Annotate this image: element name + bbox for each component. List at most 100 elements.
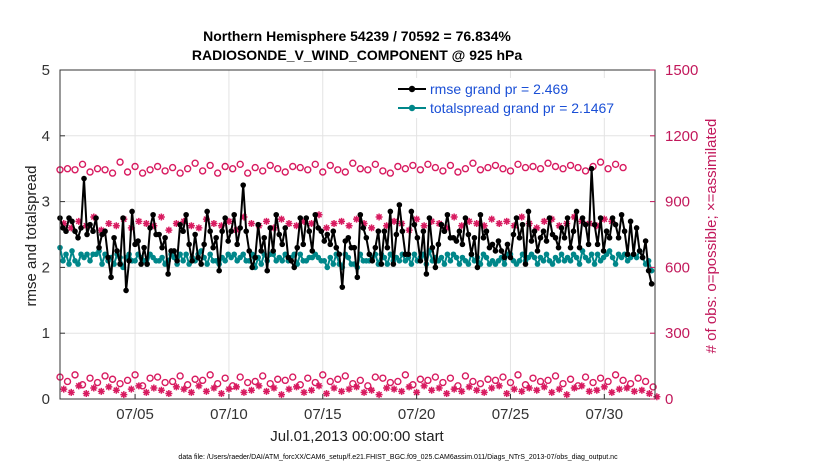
tick-label-right: 1500 (665, 62, 698, 79)
obs-assimilated-point (60, 385, 68, 393)
obs-assimilated-point (495, 382, 503, 390)
obs-assimilated-point (465, 217, 473, 225)
obs-assimilated-point (338, 387, 346, 395)
obs-possible-point (364, 166, 372, 174)
rmse-point (129, 208, 135, 215)
obs-assimilated-point (315, 211, 323, 219)
rmse-point (228, 228, 234, 235)
rmse-point (276, 231, 283, 238)
rmse-point (306, 228, 313, 235)
obs-possible-point (379, 167, 387, 175)
obs-assimilated-point (255, 382, 263, 390)
obs-possible-point (566, 375, 575, 383)
obs-possible-point (454, 168, 462, 176)
footnote: data file: /Users/raeder/DAI/ATM_forcXX/… (178, 454, 618, 461)
rmse-point (582, 221, 589, 228)
obs-assimilated-point (368, 224, 376, 232)
rmse-point (351, 244, 358, 251)
obs-possible-point (191, 159, 199, 167)
obs-possible-point (514, 160, 522, 169)
obs-possible-point (499, 373, 507, 381)
tick-label-left: 2 (42, 259, 50, 276)
obs-assimilated-point (510, 385, 518, 393)
obs-assimilated-point (300, 388, 308, 396)
obs-possible-point (334, 375, 342, 383)
obs-assimilated-point (105, 220, 113, 228)
obs-possible-point (416, 375, 425, 383)
obs-possible-point (386, 378, 395, 387)
rmse-point (102, 228, 108, 235)
obs-assimilated-point (82, 390, 90, 398)
obs-possible-point (574, 163, 582, 172)
rmse-point (207, 228, 213, 235)
rmse-point (213, 234, 219, 241)
rmse-point (126, 258, 132, 264)
rmse-point (138, 261, 144, 267)
spread-point (66, 261, 72, 267)
obs-assimilated-point (210, 220, 218, 228)
rmse-point (105, 254, 111, 261)
axis-ticks: 0 1 2 3 4 5 0 300 600 900 1200 1500 07/05 07/10 07/15 0… (42, 62, 699, 423)
rmse-point (408, 208, 415, 215)
rmse-point (111, 234, 117, 241)
obs-assimilated-point (593, 386, 601, 394)
obs-possible-point (551, 162, 560, 171)
obs-possible-point (131, 371, 139, 379)
rmse-point (318, 228, 325, 235)
obs-possible-point (198, 167, 207, 175)
obs-assimilated-point (563, 391, 571, 399)
obs-assimilated-point (338, 217, 346, 225)
rmse-point (177, 221, 183, 228)
obs-assimilated-point (217, 390, 225, 398)
rmse-point (498, 248, 505, 254)
obs-assimilated-point (473, 386, 481, 394)
rmse-point (594, 241, 601, 248)
legend-box (392, 78, 652, 118)
obs-assimilated-point (525, 384, 533, 392)
rmse-point (174, 258, 180, 264)
obs-assimilated-point (555, 222, 563, 230)
obs-assimilated-point (540, 217, 548, 225)
obs-assimilated-point (247, 220, 255, 228)
obs-possible-point (401, 164, 410, 173)
spread-point (204, 261, 210, 267)
obs-possible-point (431, 373, 440, 381)
obs-possible-point (123, 376, 132, 385)
obs-possible-point (183, 381, 192, 389)
obs-assimilated-point (540, 383, 548, 391)
obs-assimilated-point (112, 222, 120, 230)
rmse-point (381, 228, 388, 235)
obs-assimilated-point (270, 384, 278, 392)
rmse-point (108, 274, 114, 281)
obs-assimilated-point (323, 224, 331, 232)
obs-possible-point (221, 162, 229, 171)
obs-possible-point (611, 371, 620, 379)
rmse-point (249, 264, 256, 271)
obs-assimilated-point (308, 220, 316, 228)
rmse-point (189, 258, 195, 264)
obs-assimilated-point (75, 217, 83, 225)
rmse-point (522, 261, 529, 267)
obs-possible-point (626, 379, 635, 388)
obs-assimilated-point (645, 390, 653, 398)
rmse-point (561, 234, 568, 241)
obs-possible-point (153, 373, 162, 381)
obs-possible-point (431, 163, 440, 172)
obs-possible-point (446, 161, 455, 170)
obs-assimilated-point (300, 217, 308, 225)
rmse-point (183, 211, 189, 218)
obs-possible-point (409, 161, 417, 170)
obs-assimilated-point (375, 391, 383, 399)
obs-possible-point (341, 168, 349, 176)
rmse-point (435, 241, 442, 248)
obs-assimilated-point (428, 386, 436, 394)
obs-assimilated-point (195, 382, 203, 390)
spread-point (324, 264, 331, 271)
obs-possible-point (123, 168, 132, 176)
spread-point (501, 261, 508, 267)
data-series (57, 165, 655, 294)
spread-point (180, 258, 186, 264)
obs-assimilated-point (262, 387, 270, 395)
obs-possible-point (176, 372, 184, 380)
spread-point (534, 261, 541, 267)
